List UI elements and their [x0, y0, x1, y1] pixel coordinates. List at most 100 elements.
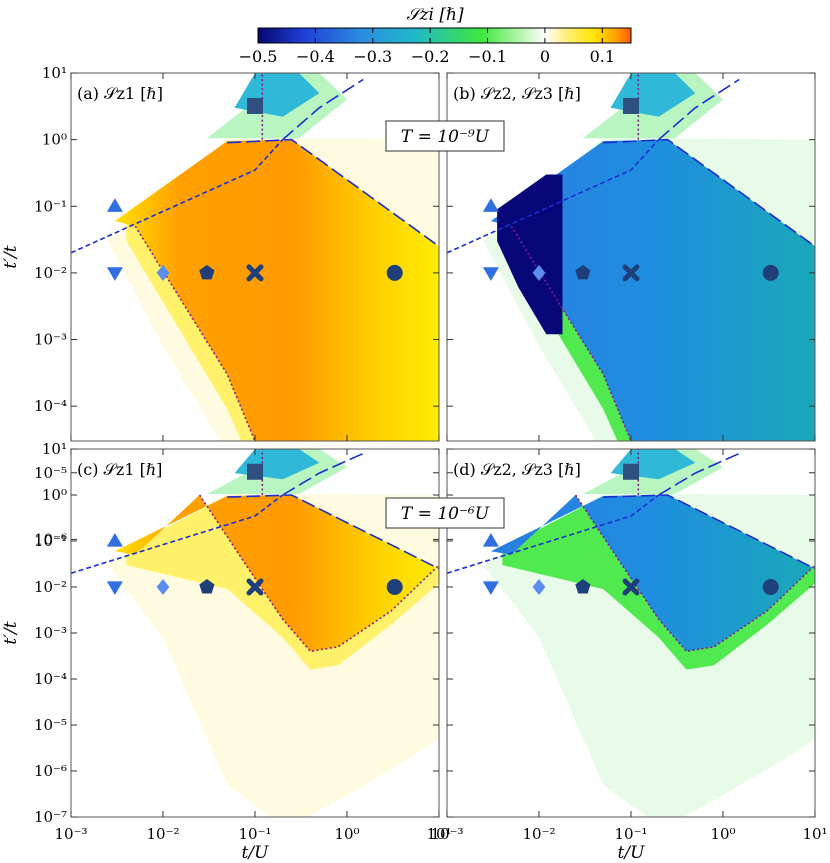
y-tick-label: 10⁻⁵ — [34, 716, 67, 734]
y-axis-label-bottom: t′/t — [1, 621, 21, 644]
marker-x — [622, 578, 640, 596]
marker-triangle-up — [482, 533, 499, 547]
marker-x — [246, 264, 264, 282]
marker-x — [622, 264, 640, 282]
marker-triangle-down — [482, 581, 499, 595]
long-dashed-boundary — [603, 138, 815, 248]
phase-boundaries — [71, 73, 815, 653]
x-tick-label: 10⁻¹ — [238, 825, 271, 843]
colorbar-tick-label: 0.1 — [590, 47, 615, 66]
marker-triangle-down — [106, 267, 123, 281]
colorbar-tick-label: 0 — [540, 47, 550, 66]
y-tick-label: 10⁻¹ — [34, 197, 67, 215]
colorbar: 𝒮zi [ℏ] −0.5 −0.4 −0.3 −0.2 −0.1 0 0.1 — [239, 5, 632, 66]
marker-triangle-up — [106, 198, 123, 212]
x-tick-label: 10¹ — [426, 825, 451, 843]
x-tick-label: 10⁻² — [146, 825, 179, 843]
colorbar-gradient — [257, 27, 632, 44]
marker-circle — [386, 579, 403, 595]
temperature-label: T = 10⁻⁶U — [385, 497, 505, 529]
temperature-label-box — [385, 120, 505, 152]
marker-square — [247, 463, 263, 480]
marker-x — [246, 578, 264, 596]
marker-pentagon — [199, 579, 215, 594]
y-axis-label-top: t′/t — [1, 245, 21, 268]
colorbar-tick-label: −0.5 — [239, 47, 278, 66]
panel-fill-3 — [483, 449, 815, 817]
marker-square — [247, 97, 263, 114]
y-tick-label: 10⁻² — [34, 264, 67, 282]
y-tick-label: 10¹ — [42, 440, 67, 458]
y-tick-label: 10⁻⁶ — [34, 762, 67, 780]
panel-label: (a) 𝒮z1 [ℏ] — [77, 84, 163, 103]
y-tick-label: 10⁰ — [42, 131, 67, 149]
long-dashed-boundary-upper — [282, 452, 364, 496]
colorbar-tick-label: −0.1 — [468, 47, 507, 66]
marker-triangle-down — [106, 581, 123, 595]
marker-diamond — [532, 264, 546, 281]
colorbar-tick-label: −0.4 — [296, 47, 335, 66]
core-region — [490, 495, 815, 652]
temperature-label-text: T = 10⁻⁹U — [401, 127, 490, 147]
panel-fill-2 — [107, 449, 439, 817]
y-tick-label: 10⁻² — [34, 578, 67, 596]
markers — [106, 97, 779, 596]
dark-region — [497, 174, 563, 335]
x-tick-label: 10⁻³ — [54, 825, 87, 843]
marker-diamond — [156, 264, 170, 281]
long-dashed-boundary — [603, 494, 815, 570]
panel-label: (b) 𝒮z2, 𝒮z3 [ℏ] — [453, 84, 581, 103]
marker-square — [623, 97, 639, 114]
long-dashed-boundary — [227, 138, 439, 248]
short-dashed-boundary — [71, 494, 284, 574]
colorbar-tick-label: −0.2 — [411, 47, 450, 66]
temperature-label-text: T = 10⁻⁶U — [401, 504, 490, 524]
y-tick-label: 10⁻⁴ — [34, 397, 67, 415]
panel-fill-1 — [483, 73, 815, 441]
marker-circle — [762, 264, 779, 281]
long-dashed-boundary — [227, 494, 439, 570]
long-dashed-boundary-upper — [658, 78, 740, 141]
x-tick-label: 10⁻¹ — [614, 825, 647, 843]
y-tick-label: 10⁻⁴ — [34, 670, 67, 688]
core-region — [490, 139, 815, 441]
x-tick-label: 10⁻³ — [430, 825, 463, 843]
marker-circle — [762, 579, 779, 595]
temperature-labels: T = 10⁻⁹U T = 10⁻⁶U — [385, 120, 505, 529]
short-dashed-boundary — [447, 139, 660, 254]
colorbar-tick-label: −0.3 — [353, 47, 392, 66]
dotted-boundary — [574, 494, 815, 653]
x-tick-label: 10⁻² — [522, 825, 555, 843]
x-tick-label: 10⁰ — [334, 825, 359, 843]
panel-labels: (a) 𝒮z1 [ℏ] (b) 𝒮z2, 𝒮z3 [ℏ] (c) 𝒮z1 [ℏ] (d… — [77, 84, 581, 479]
y-tick-label: 10⁻⁶ — [34, 530, 67, 548]
marker-triangle-up — [482, 198, 499, 212]
y-tick-label: 10¹ — [42, 64, 67, 82]
marker-circle — [386, 264, 403, 281]
marker-pentagon — [575, 579, 591, 594]
panel-fill-0 — [107, 73, 439, 441]
marker-square — [623, 463, 639, 480]
x-axis-label-right: t/U — [618, 843, 646, 863]
y-tick-label: 10⁻⁷ — [34, 808, 67, 826]
long-dashed-boundary-upper — [658, 452, 740, 496]
marker-triangle-up — [106, 533, 123, 547]
panel-label: (c) 𝒮z1 [ℏ] — [77, 460, 162, 479]
y-tick-label: 10⁻⁵ — [34, 464, 67, 482]
y-tick-label: 10⁰ — [42, 486, 67, 504]
axes: 10¹ 10⁰ 10⁻¹ 10⁻² 10⁻³ 10⁻⁴ 10⁻⁵ 10⁻⁶ 10⁻³ 10⁻² 10… — [34, 64, 828, 843]
x-tick-label: 10⁰ — [710, 825, 735, 843]
dotted-boundary — [198, 494, 439, 653]
long-dashed-boundary-upper — [282, 78, 364, 141]
temperature-label-box — [385, 497, 505, 529]
colorbar-label: 𝒮zi [ℏ] — [406, 5, 464, 25]
y-tick-label: 10⁻³ — [34, 331, 67, 349]
temperature-label: T = 10⁻⁹U — [385, 120, 505, 152]
marker-pentagon — [575, 264, 591, 280]
marker-triangle-down — [482, 267, 499, 281]
core-region — [114, 139, 439, 441]
colorbar-ticks: −0.5 −0.4 −0.3 −0.2 −0.1 0 0.1 — [239, 28, 615, 66]
heatmap-fills — [107, 73, 815, 817]
short-dashed-boundary — [447, 494, 660, 574]
